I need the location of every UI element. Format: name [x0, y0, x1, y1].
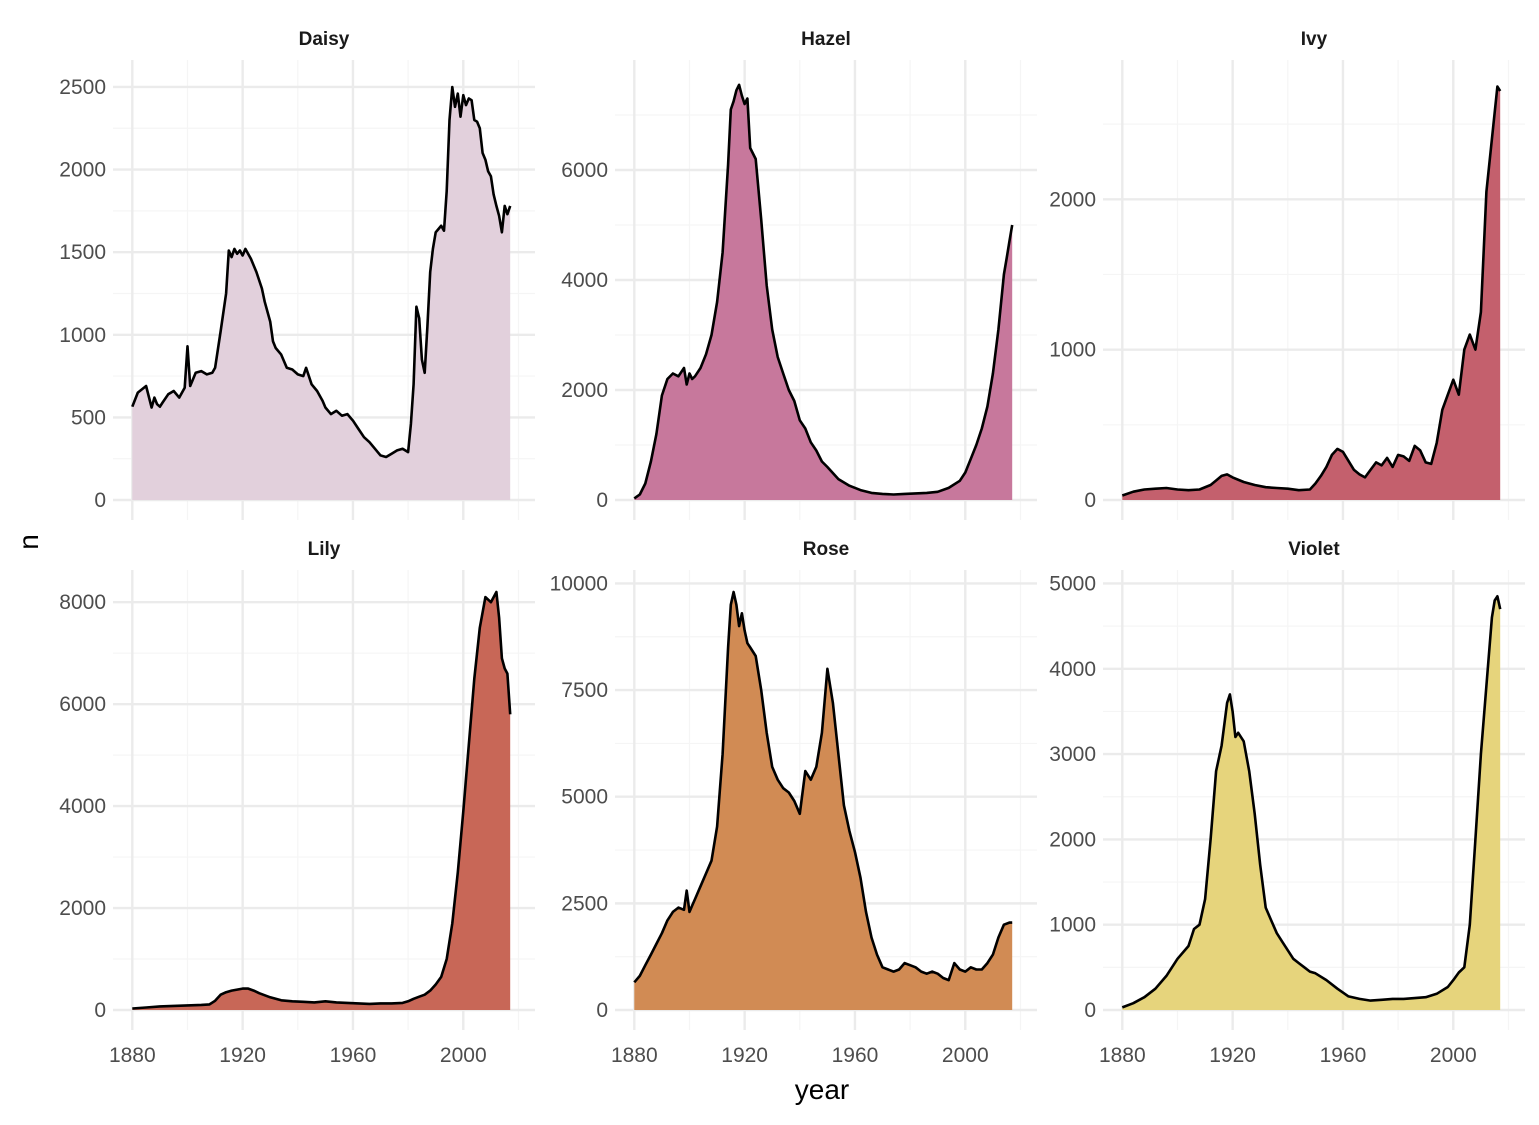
- line-ivy: [1121, 85, 1502, 497]
- panel-title-daisy: Daisy: [299, 29, 350, 50]
- panel-violet: Violet 0 1000 2000 3000 4000 5000 1880 1920 1960 2…: [1049, 539, 1525, 1067]
- x-tick-label: 1920: [219, 1044, 266, 1067]
- x-tick-label: 1960: [330, 1044, 377, 1067]
- y-tick-label: 0: [596, 999, 608, 1022]
- line-daisy: [131, 85, 512, 459]
- area-ivy: [1122, 86, 1501, 500]
- y-tick-label: 8000: [59, 591, 106, 614]
- facet-panels: Daisy 0 500 1000 1500 2000 2500 Hazel 0 2000 4000 6…: [59, 29, 1525, 1067]
- panel-rose: Rose 0 2500 5000 7500 10000 1880 1920 1960 2000: [550, 539, 1037, 1067]
- y-tick-label: 500: [71, 406, 106, 429]
- panel-lily: Lily 0 2000 4000 6000 8000 1880 1920 1960 2000: [59, 539, 535, 1067]
- y-tick-label: 6000: [59, 693, 106, 716]
- y-tick-label: 6000: [561, 159, 608, 182]
- y-axis-title: n: [13, 534, 44, 550]
- y-tick-label: 1500: [59, 241, 106, 264]
- y-tick-label: 2000: [1049, 828, 1096, 851]
- area-lily: [132, 592, 511, 1010]
- y-tick-label: 1000: [1049, 339, 1096, 362]
- panel-title-violet: Violet: [1288, 539, 1340, 560]
- line-rose: [633, 590, 1013, 984]
- y-tick-label: 1000: [1049, 914, 1096, 937]
- y-tick-label: 7500: [561, 679, 608, 702]
- line-hazel: [633, 83, 1014, 500]
- x-tick-label: 1880: [1099, 1044, 1146, 1067]
- x-tick-label: 1920: [1209, 1044, 1256, 1067]
- y-tick-label: 3000: [1049, 743, 1096, 766]
- y-tick-label: 2000: [561, 379, 608, 402]
- panel-title-ivy: Ivy: [1301, 29, 1328, 50]
- panel-title-hazel: Hazel: [801, 29, 851, 50]
- y-tick-label: 0: [1084, 999, 1096, 1022]
- area-hazel: [634, 84, 1013, 501]
- y-tick-label: 2500: [59, 76, 106, 99]
- y-tick-label: 0: [596, 489, 608, 512]
- y-tick-label: 1000: [59, 324, 106, 347]
- y-tick-label: 4000: [1049, 658, 1096, 681]
- panel-ivy: Ivy 0 1000 2000: [1049, 29, 1525, 520]
- panel-title-lily: Lily: [308, 539, 341, 560]
- x-tick-label: 1880: [109, 1044, 156, 1067]
- y-tick-label: 0: [94, 489, 106, 512]
- area-violet: [1122, 596, 1501, 1010]
- x-axis-title: year: [795, 1074, 849, 1105]
- line-lily: [132, 590, 512, 1010]
- x-tick-label: 1880: [611, 1044, 658, 1067]
- y-tick-label: 0: [1084, 489, 1096, 512]
- panel-title-rose: Rose: [803, 539, 849, 560]
- area-rose: [634, 592, 1013, 1010]
- x-tick-label: 1960: [1320, 1044, 1367, 1067]
- panel-daisy: Daisy 0 500 1000 1500 2000 2500: [59, 29, 535, 520]
- line-violet: [1121, 595, 1502, 1009]
- y-tick-label: 2500: [561, 892, 608, 915]
- x-tick-label: 2000: [440, 1044, 487, 1067]
- y-tick-label: 10000: [550, 572, 608, 595]
- y-tick-label: 2000: [1049, 188, 1096, 211]
- y-tick-label: 2000: [59, 897, 106, 920]
- panel-hazel: Hazel 0 2000 4000 6000: [561, 29, 1037, 520]
- x-tick-label: 1960: [832, 1044, 879, 1067]
- y-tick-label: 5000: [1049, 572, 1096, 595]
- x-tick-label: 2000: [1430, 1044, 1477, 1067]
- y-tick-label: 4000: [59, 795, 106, 818]
- area-daisy: [132, 87, 511, 500]
- y-tick-label: 4000: [561, 269, 608, 292]
- y-tick-label: 5000: [561, 786, 608, 809]
- x-tick-label: 2000: [942, 1044, 989, 1067]
- x-tick-label: 1920: [721, 1044, 768, 1067]
- y-tick-label: 0: [94, 999, 106, 1022]
- y-tick-label: 2000: [59, 159, 106, 182]
